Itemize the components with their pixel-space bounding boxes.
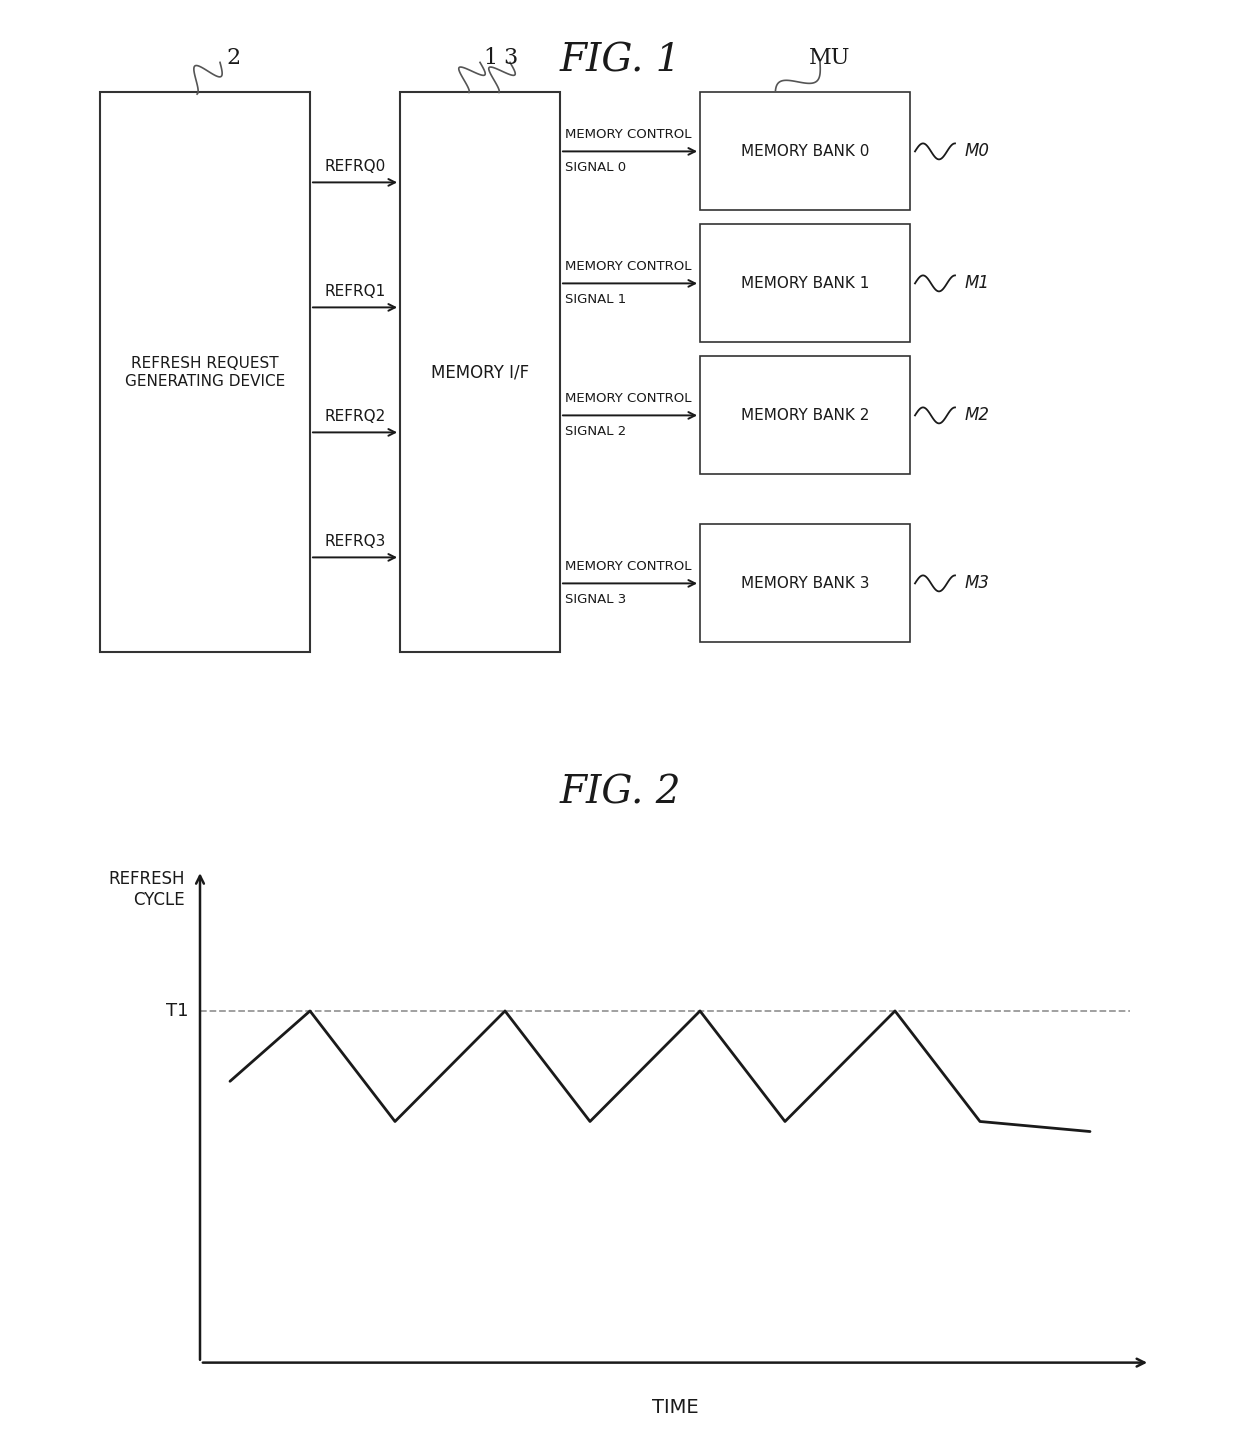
Text: TIME: TIME <box>652 1398 698 1417</box>
Text: M2: M2 <box>965 407 990 424</box>
Text: MEMORY BANK 2: MEMORY BANK 2 <box>740 408 869 423</box>
Text: MEMORY BANK 0: MEMORY BANK 0 <box>740 144 869 159</box>
Bar <box>100 92 310 652</box>
Text: REFRESH
CYCLE: REFRESH CYCLE <box>109 870 185 909</box>
Text: MEMORY I/F: MEMORY I/F <box>432 364 529 381</box>
Text: SIGNAL 0: SIGNAL 0 <box>565 162 626 175</box>
Text: REFRQ0: REFRQ0 <box>325 159 386 175</box>
Bar <box>701 225 910 342</box>
Text: MU: MU <box>810 48 851 69</box>
Text: T1: T1 <box>165 1001 188 1020</box>
Text: MEMORY BANK 3: MEMORY BANK 3 <box>740 576 869 590</box>
Text: M1: M1 <box>965 274 990 293</box>
Text: FIG. 1: FIG. 1 <box>559 42 681 79</box>
Text: FIG. 2: FIG. 2 <box>559 775 681 812</box>
Text: REFRESH REQUEST
GENERATING DEVICE: REFRESH REQUEST GENERATING DEVICE <box>125 356 285 388</box>
Text: 1: 1 <box>482 48 497 69</box>
Text: REFRQ2: REFRQ2 <box>325 410 386 424</box>
Text: SIGNAL 3: SIGNAL 3 <box>565 593 626 606</box>
Text: MEMORY BANK 1: MEMORY BANK 1 <box>740 276 869 291</box>
Text: M3: M3 <box>965 574 990 593</box>
Text: SIGNAL 2: SIGNAL 2 <box>565 426 626 439</box>
Bar <box>701 92 910 211</box>
Text: REFRQ1: REFRQ1 <box>325 284 386 299</box>
Bar <box>701 524 910 642</box>
Text: SIGNAL 1: SIGNAL 1 <box>565 293 626 306</box>
Text: MEMORY CONTROL: MEMORY CONTROL <box>565 260 692 273</box>
Bar <box>701 356 910 475</box>
Text: MEMORY CONTROL: MEMORY CONTROL <box>565 560 692 573</box>
Text: M0: M0 <box>965 143 990 160</box>
Text: REFRQ3: REFRQ3 <box>325 534 386 550</box>
Bar <box>401 92 560 652</box>
Text: MEMORY CONTROL: MEMORY CONTROL <box>565 392 692 405</box>
Text: MEMORY CONTROL: MEMORY CONTROL <box>565 128 692 141</box>
Text: 2: 2 <box>226 48 241 69</box>
Text: 3: 3 <box>503 48 517 69</box>
